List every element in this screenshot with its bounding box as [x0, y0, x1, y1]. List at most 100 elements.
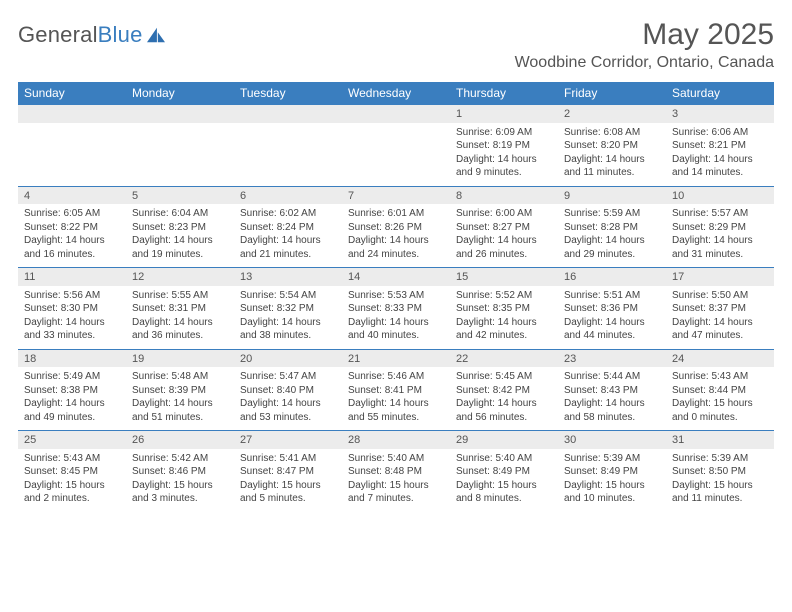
sunrise-text: Sunrise: 5:41 AM [240, 452, 336, 466]
sunrise-text: Sunrise: 5:42 AM [132, 452, 228, 466]
daylight-text: Daylight: 14 hours and 24 minutes. [348, 234, 444, 261]
daynum-row: 18192021222324 [18, 349, 774, 367]
day-cell: Sunrise: 5:48 AMSunset: 8:39 PMDaylight:… [126, 367, 234, 430]
day-cell: Sunrise: 5:56 AMSunset: 8:30 PMDaylight:… [18, 286, 126, 349]
sunrise-text: Sunrise: 6:01 AM [348, 207, 444, 221]
day-number: 19 [126, 349, 234, 367]
daylight-text: Daylight: 14 hours and 9 minutes. [456, 153, 552, 180]
sunrise-text: Sunrise: 5:39 AM [672, 452, 768, 466]
daylight-text: Daylight: 15 hours and 0 minutes. [672, 397, 768, 424]
day-number: 7 [342, 186, 450, 204]
daydata-row: Sunrise: 5:43 AMSunset: 8:45 PMDaylight:… [18, 449, 774, 512]
sunset-text: Sunset: 8:39 PM [132, 384, 228, 398]
sunset-text: Sunset: 8:36 PM [564, 302, 660, 316]
week-block: 25262728293031Sunrise: 5:43 AMSunset: 8:… [18, 430, 774, 512]
day-number: 27 [234, 431, 342, 449]
day-cell: Sunrise: 5:57 AMSunset: 8:29 PMDaylight:… [666, 204, 774, 267]
daylight-text: Daylight: 15 hours and 11 minutes. [672, 479, 768, 506]
day-number: 21 [342, 349, 450, 367]
week-block: 18192021222324Sunrise: 5:49 AMSunset: 8:… [18, 349, 774, 431]
daylight-text: Daylight: 14 hours and 29 minutes. [564, 234, 660, 261]
day-number: 4 [18, 186, 126, 204]
day-cell: Sunrise: 5:59 AMSunset: 8:28 PMDaylight:… [558, 204, 666, 267]
week-block: 123Sunrise: 6:09 AMSunset: 8:19 PMDaylig… [18, 104, 774, 186]
day-cell: Sunrise: 6:00 AMSunset: 8:27 PMDaylight:… [450, 204, 558, 267]
day-number: 20 [234, 349, 342, 367]
daynum-row: 45678910 [18, 186, 774, 204]
day-cell: Sunrise: 5:43 AMSunset: 8:44 PMDaylight:… [666, 367, 774, 430]
day-cell [18, 123, 126, 186]
sunrise-text: Sunrise: 5:39 AM [564, 452, 660, 466]
day-number: 18 [18, 349, 126, 367]
sunrise-text: Sunrise: 5:51 AM [564, 289, 660, 303]
daylight-text: Daylight: 15 hours and 10 minutes. [564, 479, 660, 506]
location-title: Woodbine Corridor, Ontario, Canada [515, 54, 774, 72]
daylight-text: Daylight: 14 hours and 21 minutes. [240, 234, 336, 261]
sunset-text: Sunset: 8:28 PM [564, 221, 660, 235]
daylight-text: Daylight: 14 hours and 38 minutes. [240, 316, 336, 343]
month-title: May 2025 [515, 18, 774, 52]
day-cell: Sunrise: 5:39 AMSunset: 8:49 PMDaylight:… [558, 449, 666, 512]
sunrise-text: Sunrise: 5:59 AM [564, 207, 660, 221]
daylight-text: Daylight: 14 hours and 26 minutes. [456, 234, 552, 261]
day-cell: Sunrise: 5:55 AMSunset: 8:31 PMDaylight:… [126, 286, 234, 349]
sunset-text: Sunset: 8:41 PM [348, 384, 444, 398]
day-number: 1 [450, 105, 558, 123]
daydata-row: Sunrise: 6:05 AMSunset: 8:22 PMDaylight:… [18, 204, 774, 267]
sunset-text: Sunset: 8:31 PM [132, 302, 228, 316]
day-number: 13 [234, 268, 342, 286]
day-number: 12 [126, 268, 234, 286]
day-number: 9 [558, 186, 666, 204]
sunset-text: Sunset: 8:22 PM [24, 221, 120, 235]
day-number: 25 [18, 431, 126, 449]
day-cell: Sunrise: 5:39 AMSunset: 8:50 PMDaylight:… [666, 449, 774, 512]
dayname-wed: Wednesday [342, 82, 450, 104]
day-cell: Sunrise: 5:40 AMSunset: 8:49 PMDaylight:… [450, 449, 558, 512]
daylight-text: Daylight: 14 hours and 51 minutes. [132, 397, 228, 424]
sunset-text: Sunset: 8:21 PM [672, 139, 768, 153]
daynum-row: 123 [18, 105, 774, 123]
day-number: 22 [450, 349, 558, 367]
daylight-text: Daylight: 14 hours and 31 minutes. [672, 234, 768, 261]
sunrise-text: Sunrise: 6:08 AM [564, 126, 660, 140]
daylight-text: Daylight: 14 hours and 19 minutes. [132, 234, 228, 261]
brand-sail-icon [145, 26, 167, 44]
daylight-text: Daylight: 14 hours and 16 minutes. [24, 234, 120, 261]
daylight-text: Daylight: 14 hours and 56 minutes. [456, 397, 552, 424]
sunset-text: Sunset: 8:19 PM [456, 139, 552, 153]
daylight-text: Daylight: 14 hours and 58 minutes. [564, 397, 660, 424]
sunrise-text: Sunrise: 6:09 AM [456, 126, 552, 140]
day-number [234, 105, 342, 123]
sunset-text: Sunset: 8:20 PM [564, 139, 660, 153]
day-number: 24 [666, 349, 774, 367]
sunrise-text: Sunrise: 5:44 AM [564, 370, 660, 384]
daylight-text: Daylight: 15 hours and 7 minutes. [348, 479, 444, 506]
daylight-text: Daylight: 14 hours and 40 minutes. [348, 316, 444, 343]
daylight-text: Daylight: 15 hours and 3 minutes. [132, 479, 228, 506]
daynum-row: 25262728293031 [18, 431, 774, 449]
sunrise-text: Sunrise: 5:43 AM [24, 452, 120, 466]
day-number: 8 [450, 186, 558, 204]
day-cell: Sunrise: 5:45 AMSunset: 8:42 PMDaylight:… [450, 367, 558, 430]
sunset-text: Sunset: 8:30 PM [24, 302, 120, 316]
daylight-text: Daylight: 15 hours and 5 minutes. [240, 479, 336, 506]
brand-name: GeneralBlue [18, 22, 143, 48]
day-number: 5 [126, 186, 234, 204]
sunset-text: Sunset: 8:32 PM [240, 302, 336, 316]
day-cell: Sunrise: 5:52 AMSunset: 8:35 PMDaylight:… [450, 286, 558, 349]
title-block: May 2025 Woodbine Corridor, Ontario, Can… [515, 18, 774, 72]
day-number: 3 [666, 105, 774, 123]
sunset-text: Sunset: 8:47 PM [240, 465, 336, 479]
daylight-text: Daylight: 14 hours and 14 minutes. [672, 153, 768, 180]
dayname-sat: Saturday [666, 82, 774, 104]
sunrise-text: Sunrise: 5:43 AM [672, 370, 768, 384]
sunrise-text: Sunrise: 6:06 AM [672, 126, 768, 140]
day-cell: Sunrise: 5:51 AMSunset: 8:36 PMDaylight:… [558, 286, 666, 349]
day-number: 14 [342, 268, 450, 286]
sunrise-text: Sunrise: 5:54 AM [240, 289, 336, 303]
daylight-text: Daylight: 14 hours and 36 minutes. [132, 316, 228, 343]
day-number [126, 105, 234, 123]
daylight-text: Daylight: 14 hours and 44 minutes. [564, 316, 660, 343]
sunrise-text: Sunrise: 5:40 AM [456, 452, 552, 466]
brand-logo: GeneralBlue [18, 22, 167, 48]
